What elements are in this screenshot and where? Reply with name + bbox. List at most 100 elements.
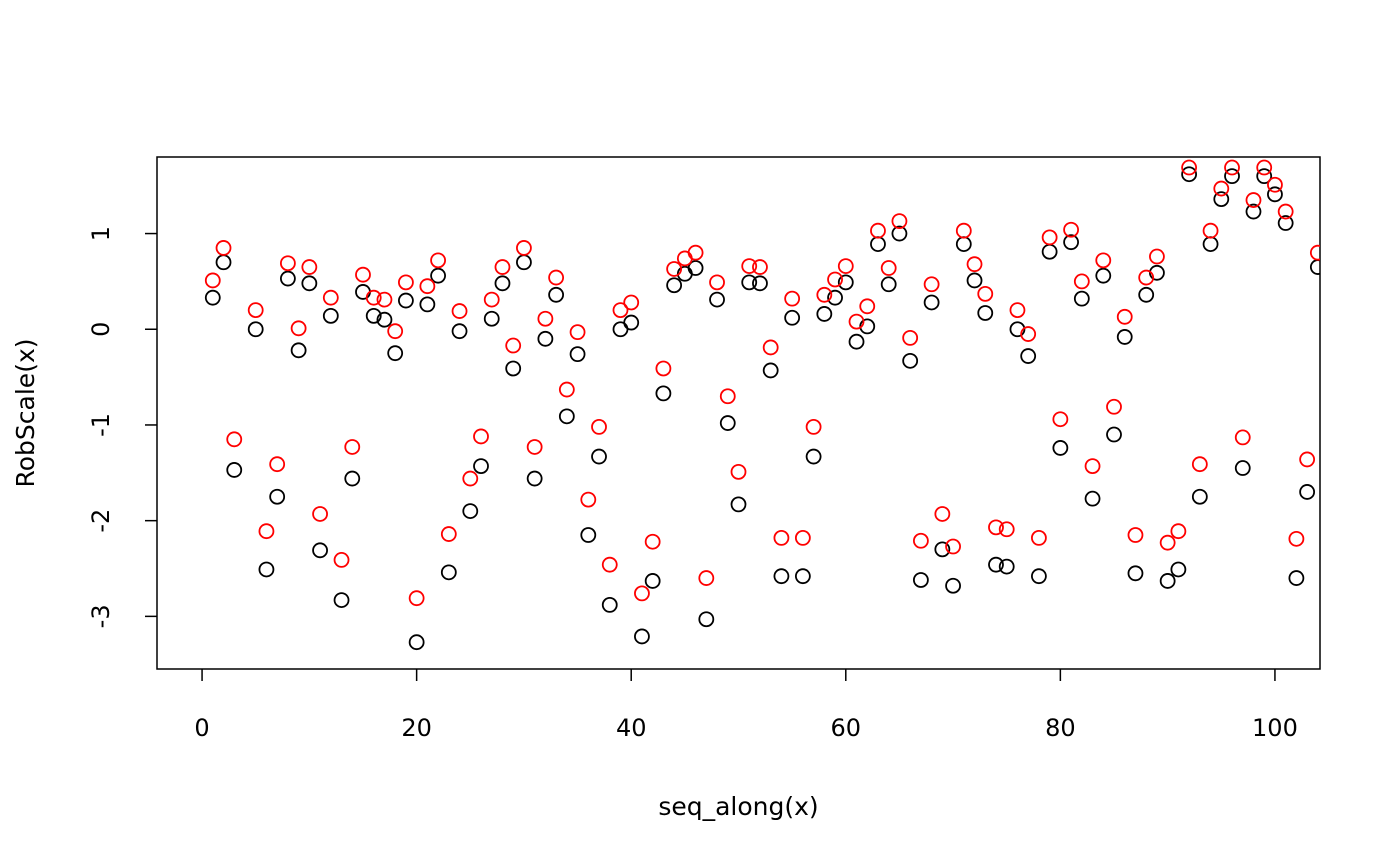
data-point [784,309,801,326]
data-point [279,270,296,287]
data-point [215,240,232,256]
data-point [376,311,393,328]
data-point [762,339,779,356]
data-point [569,346,586,363]
data-point [558,381,575,398]
data-point [923,276,940,293]
data-point [634,628,650,645]
data-point [709,291,725,308]
data-point [719,388,736,405]
data-point [473,428,489,445]
data-point [1256,159,1273,176]
data-point [580,491,597,508]
y-axis-title: RobScale(x) [11,339,40,488]
data-point [1149,248,1165,265]
data-point [408,590,425,607]
data-point [483,291,500,308]
data-point [773,568,790,585]
data-point [569,324,586,341]
data-point [1031,568,1047,585]
data-point [1009,321,1026,338]
data-point [580,527,597,543]
data-point [816,306,833,322]
data-point [473,458,489,475]
data-point [1009,302,1026,319]
data-point [730,463,747,480]
data-point [290,342,307,359]
data-point [1245,192,1262,208]
data-point [644,533,661,550]
x-tick-label: 0 [194,714,209,742]
data-point [226,462,243,478]
data-point [1309,244,1320,261]
data-point [912,572,929,588]
data-point [1224,159,1240,176]
data-point [1020,348,1037,364]
data-point [752,259,768,275]
data-point [204,289,221,306]
data-point [1138,269,1155,286]
data-point [1202,236,1219,252]
data-point [687,260,704,276]
data-point [355,284,371,300]
data-point [1127,527,1144,543]
axes: 0 20 40 60 80 100 -3 -2 -1 0 1 [87,226,1298,742]
data-point [698,611,715,628]
data-point [1267,176,1283,193]
data-point [805,448,822,465]
data-point [709,274,725,291]
data-point [966,256,983,273]
data-point [1052,440,1069,456]
data-point [1159,534,1176,551]
data-point [977,305,994,321]
x-tick-label: 60 [831,714,862,742]
y-tick-label: 0 [87,322,115,337]
y-tick-label: -1 [87,413,115,437]
data-point [666,261,683,277]
data-point [440,564,457,581]
data-point [880,276,897,293]
data-point [398,274,414,291]
data-point [483,310,500,327]
data-point [1256,168,1273,185]
data-point [1095,267,1112,284]
data-point [1224,168,1240,185]
data-point [601,556,618,573]
data-point [365,289,382,306]
data-point [1052,411,1069,428]
data-point [1191,488,1208,505]
data-point [355,266,371,283]
data-point [773,529,790,546]
data-point [558,408,575,425]
data-point [1277,215,1294,231]
data-point [1149,264,1165,281]
data-point [419,278,436,295]
data-point [1234,429,1251,446]
data-point [741,274,758,291]
data-point [870,236,886,252]
data-point [1063,234,1079,251]
data-point [741,258,758,274]
data-point [494,275,511,292]
data-point [1170,561,1187,578]
data-point [204,272,221,289]
data-point [516,254,532,271]
data-point [1181,159,1198,176]
data-point [365,307,382,324]
data-point [923,294,940,311]
data-point [451,303,468,319]
data-point [698,570,715,586]
data-point [794,529,811,546]
data-point [1234,460,1251,476]
data-point [719,415,736,431]
data-point [333,552,350,568]
data-point [634,585,650,602]
data-point [848,333,865,350]
data-point [945,577,961,594]
data-point [1191,456,1208,473]
data-point [537,330,554,347]
data-point [859,298,876,315]
data-point [955,236,972,252]
data-point [526,470,543,487]
